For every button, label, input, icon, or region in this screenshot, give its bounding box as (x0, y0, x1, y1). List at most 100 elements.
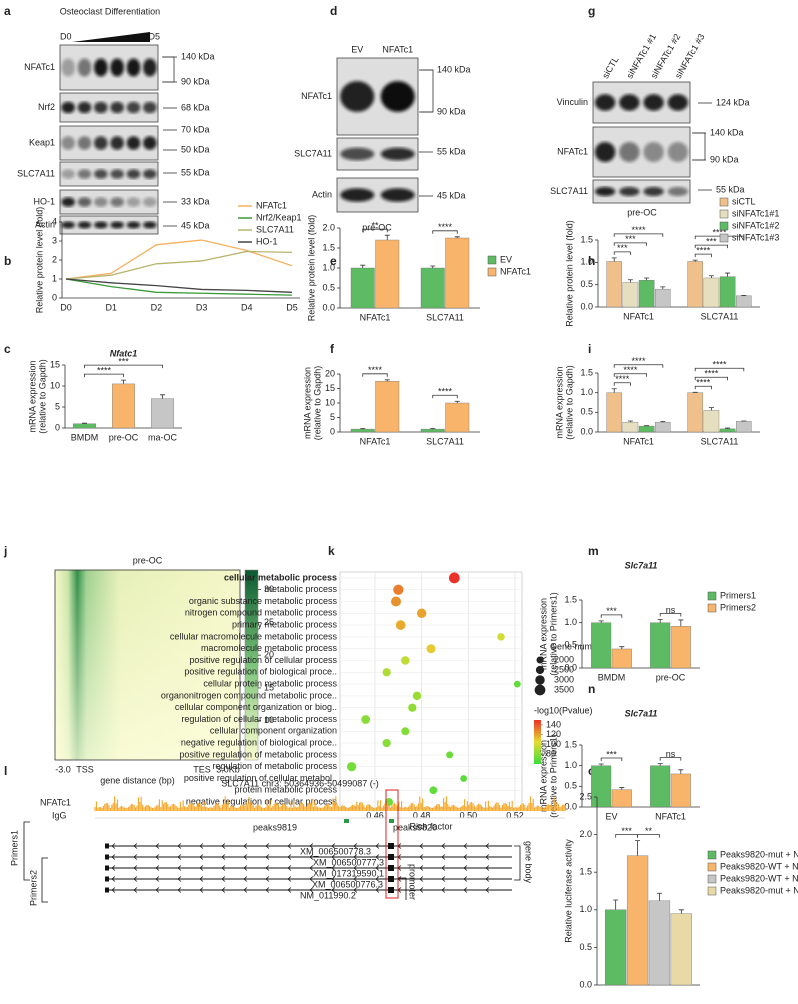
error-bar (598, 763, 604, 766)
marker-label: 55 kDa (716, 184, 745, 194)
size-legend-dot (536, 656, 544, 664)
time-wedge (72, 32, 150, 42)
marker-label: 55 kDa (437, 146, 466, 156)
blot-band (619, 94, 640, 111)
marker-label: 140 kDa (437, 64, 471, 74)
y-tick-label: 0.5 (322, 282, 335, 292)
error-bar (678, 769, 684, 774)
significance-bracket (432, 394, 458, 399)
y-category-label: negative regulation of biological proce.… (181, 737, 337, 747)
error-bar (384, 379, 390, 382)
blot-band (61, 136, 76, 150)
legend-swatch (707, 862, 717, 872)
error-bar (360, 264, 366, 268)
bar (655, 288, 671, 308)
bar (687, 392, 703, 433)
bar (375, 239, 400, 309)
bar (719, 276, 736, 308)
lane-label: siCTL (600, 55, 620, 80)
colorbar (244, 569, 259, 761)
error-bar (657, 619, 663, 623)
blot-band (619, 142, 640, 162)
gene-body-bracket (514, 845, 521, 881)
blot-row-label: SLC7A11 (550, 186, 588, 196)
blot-band (126, 169, 141, 179)
dot (395, 620, 406, 630)
y-tick-label: 10 (50, 380, 60, 390)
bar (670, 626, 691, 669)
blot-band (110, 136, 125, 150)
y-axis-label: (relative to Gapdh) (312, 366, 322, 441)
bar (703, 410, 720, 433)
track-label: IgG (52, 810, 67, 820)
y-tick-label: 1.0 (580, 387, 593, 397)
color-legend-label: 100 (546, 739, 561, 749)
error-bar (660, 420, 666, 423)
y-tick-label: 10 (325, 397, 335, 407)
y-category-label: primary metabolic process (232, 619, 338, 629)
transcript-arrows (111, 843, 490, 849)
blot-row-label: NFATc1 (301, 91, 332, 101)
y-axis-label: (relative to Gapdh) (564, 365, 574, 440)
blot-band (667, 142, 689, 162)
y-tick-label: 1.5 (580, 234, 593, 244)
bar (670, 773, 691, 808)
dot (391, 596, 401, 607)
exon (388, 843, 394, 849)
exon (388, 876, 394, 882)
blot-band (667, 186, 689, 197)
legend-label: EV (500, 254, 512, 264)
y-tick-label: 0.5 (564, 640, 577, 650)
bar (445, 402, 470, 433)
error-bar (430, 428, 436, 430)
blot-row-label: Actin (312, 189, 332, 199)
y-axis-label: Relative protein level (fold) (306, 215, 316, 322)
y-tick-label: 0 (55, 422, 60, 432)
x-tick-label: SLC7A11 (701, 311, 739, 321)
bar (591, 622, 612, 669)
bar (445, 237, 470, 309)
significance-label: *** (621, 826, 632, 836)
blot-band (643, 94, 664, 111)
colorbar-tick-label: 10 (264, 715, 274, 725)
series-line (65, 239, 293, 280)
error-bar (678, 619, 684, 627)
significance-label: *** (625, 234, 636, 244)
bracket (693, 132, 706, 161)
blot-band (93, 58, 108, 77)
bar (736, 421, 752, 433)
y-tick-label: 1.5 (564, 739, 577, 749)
legend-label: SLC7A11 (256, 224, 294, 234)
x-axis-label: Rich factor (409, 821, 452, 831)
primer-label: Primers1 (9, 830, 19, 866)
error-bar (678, 909, 684, 914)
transcript-arrows (111, 887, 490, 893)
blot-start: D0 (60, 31, 72, 41)
bar (622, 421, 639, 433)
significance-bracket (600, 757, 623, 762)
blot-footer: pre-OC (362, 222, 392, 232)
error-bar (611, 257, 617, 262)
marker-label: 124 kDa (716, 97, 750, 107)
exon (388, 854, 394, 860)
significance-label: *** (606, 606, 617, 616)
error-bar (660, 286, 666, 290)
transcript-label: NM_011990.2 (300, 890, 356, 900)
bar (719, 428, 736, 433)
blot-band (110, 197, 125, 207)
x-tick-label: 0.46 (366, 810, 384, 820)
y-category-label: cellular component organization (210, 726, 337, 736)
significance-bracket (362, 228, 388, 233)
x-tick-label: D3 (196, 302, 208, 312)
error-bar (611, 388, 617, 393)
blot-band (110, 101, 125, 114)
panel-letter: c (4, 342, 11, 356)
y-tick-label: 20 (325, 368, 335, 378)
size-legend-label: 3000 (554, 674, 574, 684)
blot-band (142, 101, 157, 114)
significance-label: **** (631, 356, 646, 366)
y-tick-label: 0.5 (579, 942, 592, 952)
y-category-label: cellular metabolic process (224, 572, 337, 582)
significance-bracket (432, 230, 458, 234)
